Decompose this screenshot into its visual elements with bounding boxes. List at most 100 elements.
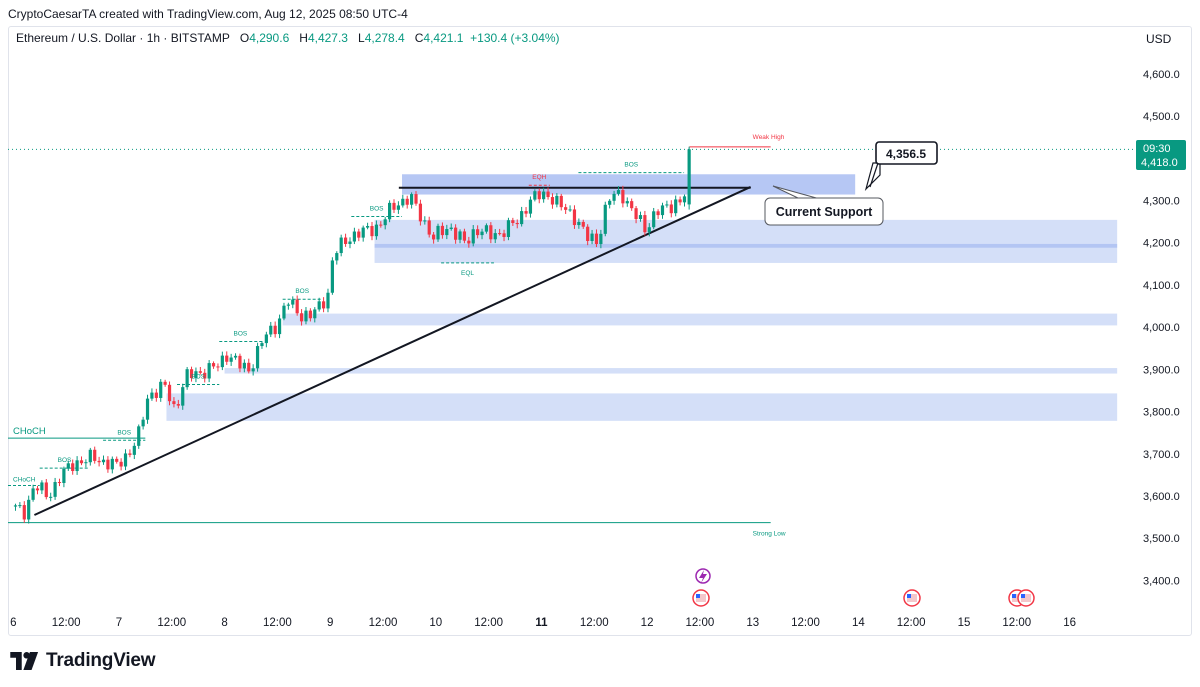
candle-body [388, 202, 392, 220]
y-tick-label: 3,700.0 [1143, 449, 1180, 461]
candle-body [357, 231, 361, 238]
x-tick-label: 14 [852, 617, 865, 629]
x-tick-label: 11 [535, 617, 548, 629]
candle-body [638, 215, 643, 220]
candle-body [123, 453, 128, 467]
candle-body [656, 211, 660, 216]
candle-body [172, 401, 176, 405]
lightning-bolt [699, 570, 707, 583]
candle-body [220, 355, 224, 368]
candle-body [106, 459, 110, 470]
y-tick-label: 4,500.0 [1143, 111, 1180, 123]
tradingview-logo[interactable]: TradingView [10, 650, 156, 672]
candle-body [128, 453, 132, 455]
choch_small-label: CHoCH [13, 476, 36, 483]
candle-body [365, 226, 370, 228]
candle-body [150, 392, 154, 399]
candle-body [599, 233, 603, 245]
candle-body [361, 227, 365, 238]
bos-label-5: BOS [370, 205, 384, 212]
us-event-icon-stripes [907, 594, 917, 602]
candle-body [555, 195, 559, 205]
candle-body [502, 233, 506, 237]
y-tick-label: 4,100.0 [1143, 280, 1180, 292]
candle-body [40, 482, 44, 491]
candle-body [321, 301, 326, 309]
candle-body [62, 468, 66, 484]
zone-5 [166, 393, 1118, 421]
close-label: C [414, 31, 424, 45]
candle-body [44, 482, 48, 498]
bos-label-4: BOS [295, 288, 309, 295]
us-event-icon [1017, 589, 1035, 607]
strong-low-label: Strong Low [753, 531, 786, 538]
candle-body [93, 449, 97, 461]
candle-body [621, 190, 625, 204]
tradingview-logo-icon [10, 652, 39, 670]
candle-body [590, 233, 594, 241]
x-tick-label: 8 [221, 617, 227, 629]
x-tick-label: 12:00 [474, 617, 503, 629]
drawings-layer [8, 146, 1134, 524]
us-event-icon-canton [1012, 594, 1016, 598]
candle-body [612, 193, 616, 201]
candle-body [132, 445, 136, 455]
candle-body [537, 191, 541, 200]
candle-body [242, 362, 246, 369]
y-tick-label: 3,900.0 [1143, 364, 1180, 376]
brand-name: TradingView [46, 650, 156, 671]
candle-body [546, 191, 550, 198]
candle-body [49, 496, 53, 498]
zone-0 [402, 174, 856, 195]
time-axis[interactable]: 6 12:00 7 12:00 8 12:00 9 12:00 10 12:00 11 12:00 12… [10, 617, 1076, 629]
candle-body [660, 205, 665, 216]
candle-body [392, 202, 396, 210]
candle-body [137, 426, 141, 446]
candle-body [515, 222, 519, 225]
candle-body [454, 227, 458, 240]
candle-body [652, 211, 656, 228]
candle-body [295, 299, 299, 314]
chart-frame [8, 26, 1192, 636]
candle-body [304, 310, 308, 322]
candle-body [115, 458, 119, 462]
candle-body [572, 209, 577, 226]
candle-body [559, 195, 563, 208]
callout-support[interactable]: Current Support [764, 185, 884, 226]
candle-body [66, 463, 70, 469]
currency-selector[interactable]: USD [1146, 32, 1172, 46]
price-axis[interactable]: 3,400.0 3,500.0 3,600.0 3,700.0 3,800.0 3,900… [1143, 69, 1180, 588]
eqh-label: EQH [532, 174, 546, 181]
candle-body [418, 203, 423, 222]
zone-2 [374, 243, 1118, 248]
symbol-legend[interactable]: Ethereum / U.S. Dollar · 1h · BITSTAMP O… [16, 31, 560, 45]
x-tick-label: 12:00 [263, 617, 292, 629]
candle-body [22, 505, 26, 520]
labels-layer: Strong Low Weak High CHoCH CHoCH BOS BOS BOS BO… [13, 134, 786, 538]
candle-body [185, 369, 189, 388]
candle-body [410, 194, 414, 205]
candle-body [269, 325, 273, 335]
candle-body [625, 201, 629, 204]
candle-body [299, 313, 304, 322]
us-event-icon-stripes [1012, 594, 1022, 602]
candle-body [203, 372, 207, 379]
x-tick-label: 12:00 [897, 617, 926, 629]
candle-body [264, 334, 268, 344]
candle-body [542, 191, 546, 200]
candle-body [154, 392, 158, 398]
x-tick-label: 12:00 [686, 617, 715, 629]
y-tick-label: 3,400.0 [1143, 575, 1180, 587]
x-tick-label: 9 [327, 617, 333, 629]
y-tick-label: 4,600.0 [1143, 69, 1180, 81]
candle-body [493, 233, 497, 240]
candle-body [119, 461, 123, 467]
bos-label-0: BOS [58, 457, 72, 464]
candle-body [594, 233, 599, 245]
callout-price[interactable]: 4,356.5 [864, 141, 938, 192]
candle-body [682, 196, 687, 203]
zone-4 [224, 368, 1118, 374]
candle-body [462, 231, 467, 241]
candle-body [665, 204, 669, 206]
